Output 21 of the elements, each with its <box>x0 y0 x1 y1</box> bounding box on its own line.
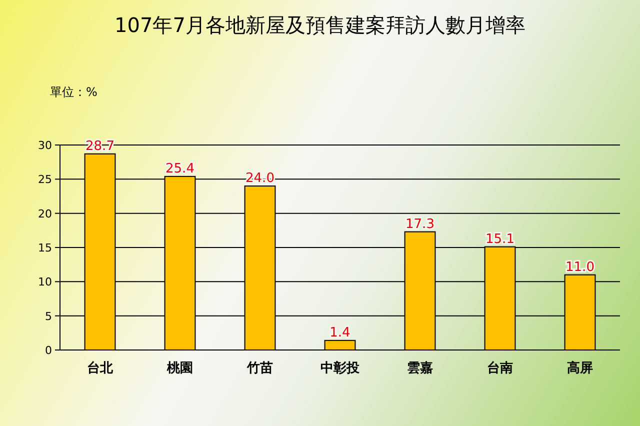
y-tick-label: 5 <box>45 310 52 323</box>
y-tick-label: 20 <box>38 207 52 220</box>
data-label: 11.0 <box>566 260 594 275</box>
chart-title: 107年7月各地新屋及預售建案拜訪人數月增率 <box>114 13 526 37</box>
x-tick-label: 竹苗 <box>246 361 273 376</box>
x-tick-label: 高屏 <box>567 360 593 376</box>
y-tick-label: 15 <box>38 242 52 254</box>
data-label: 25.4 <box>166 161 194 176</box>
data-label: 1.4 <box>330 325 350 340</box>
x-tick-label: 台北 <box>87 360 114 376</box>
y-tick-label: 30 <box>38 139 52 152</box>
x-tick-label: 中彰投 <box>320 360 360 376</box>
x-tick-label: 桃園 <box>166 361 193 376</box>
y-tick-label: 0 <box>45 344 52 357</box>
text: 單位：% <box>50 85 98 99</box>
y-tick-label: 25 <box>38 173 52 186</box>
data-label: 17.3 <box>406 216 434 232</box>
y-tick-label: 10 <box>38 276 52 289</box>
x-tick-label: 雲嘉 <box>407 361 433 376</box>
x-tick-label: 台南 <box>487 360 513 376</box>
data-label: 15.1 <box>486 232 514 247</box>
